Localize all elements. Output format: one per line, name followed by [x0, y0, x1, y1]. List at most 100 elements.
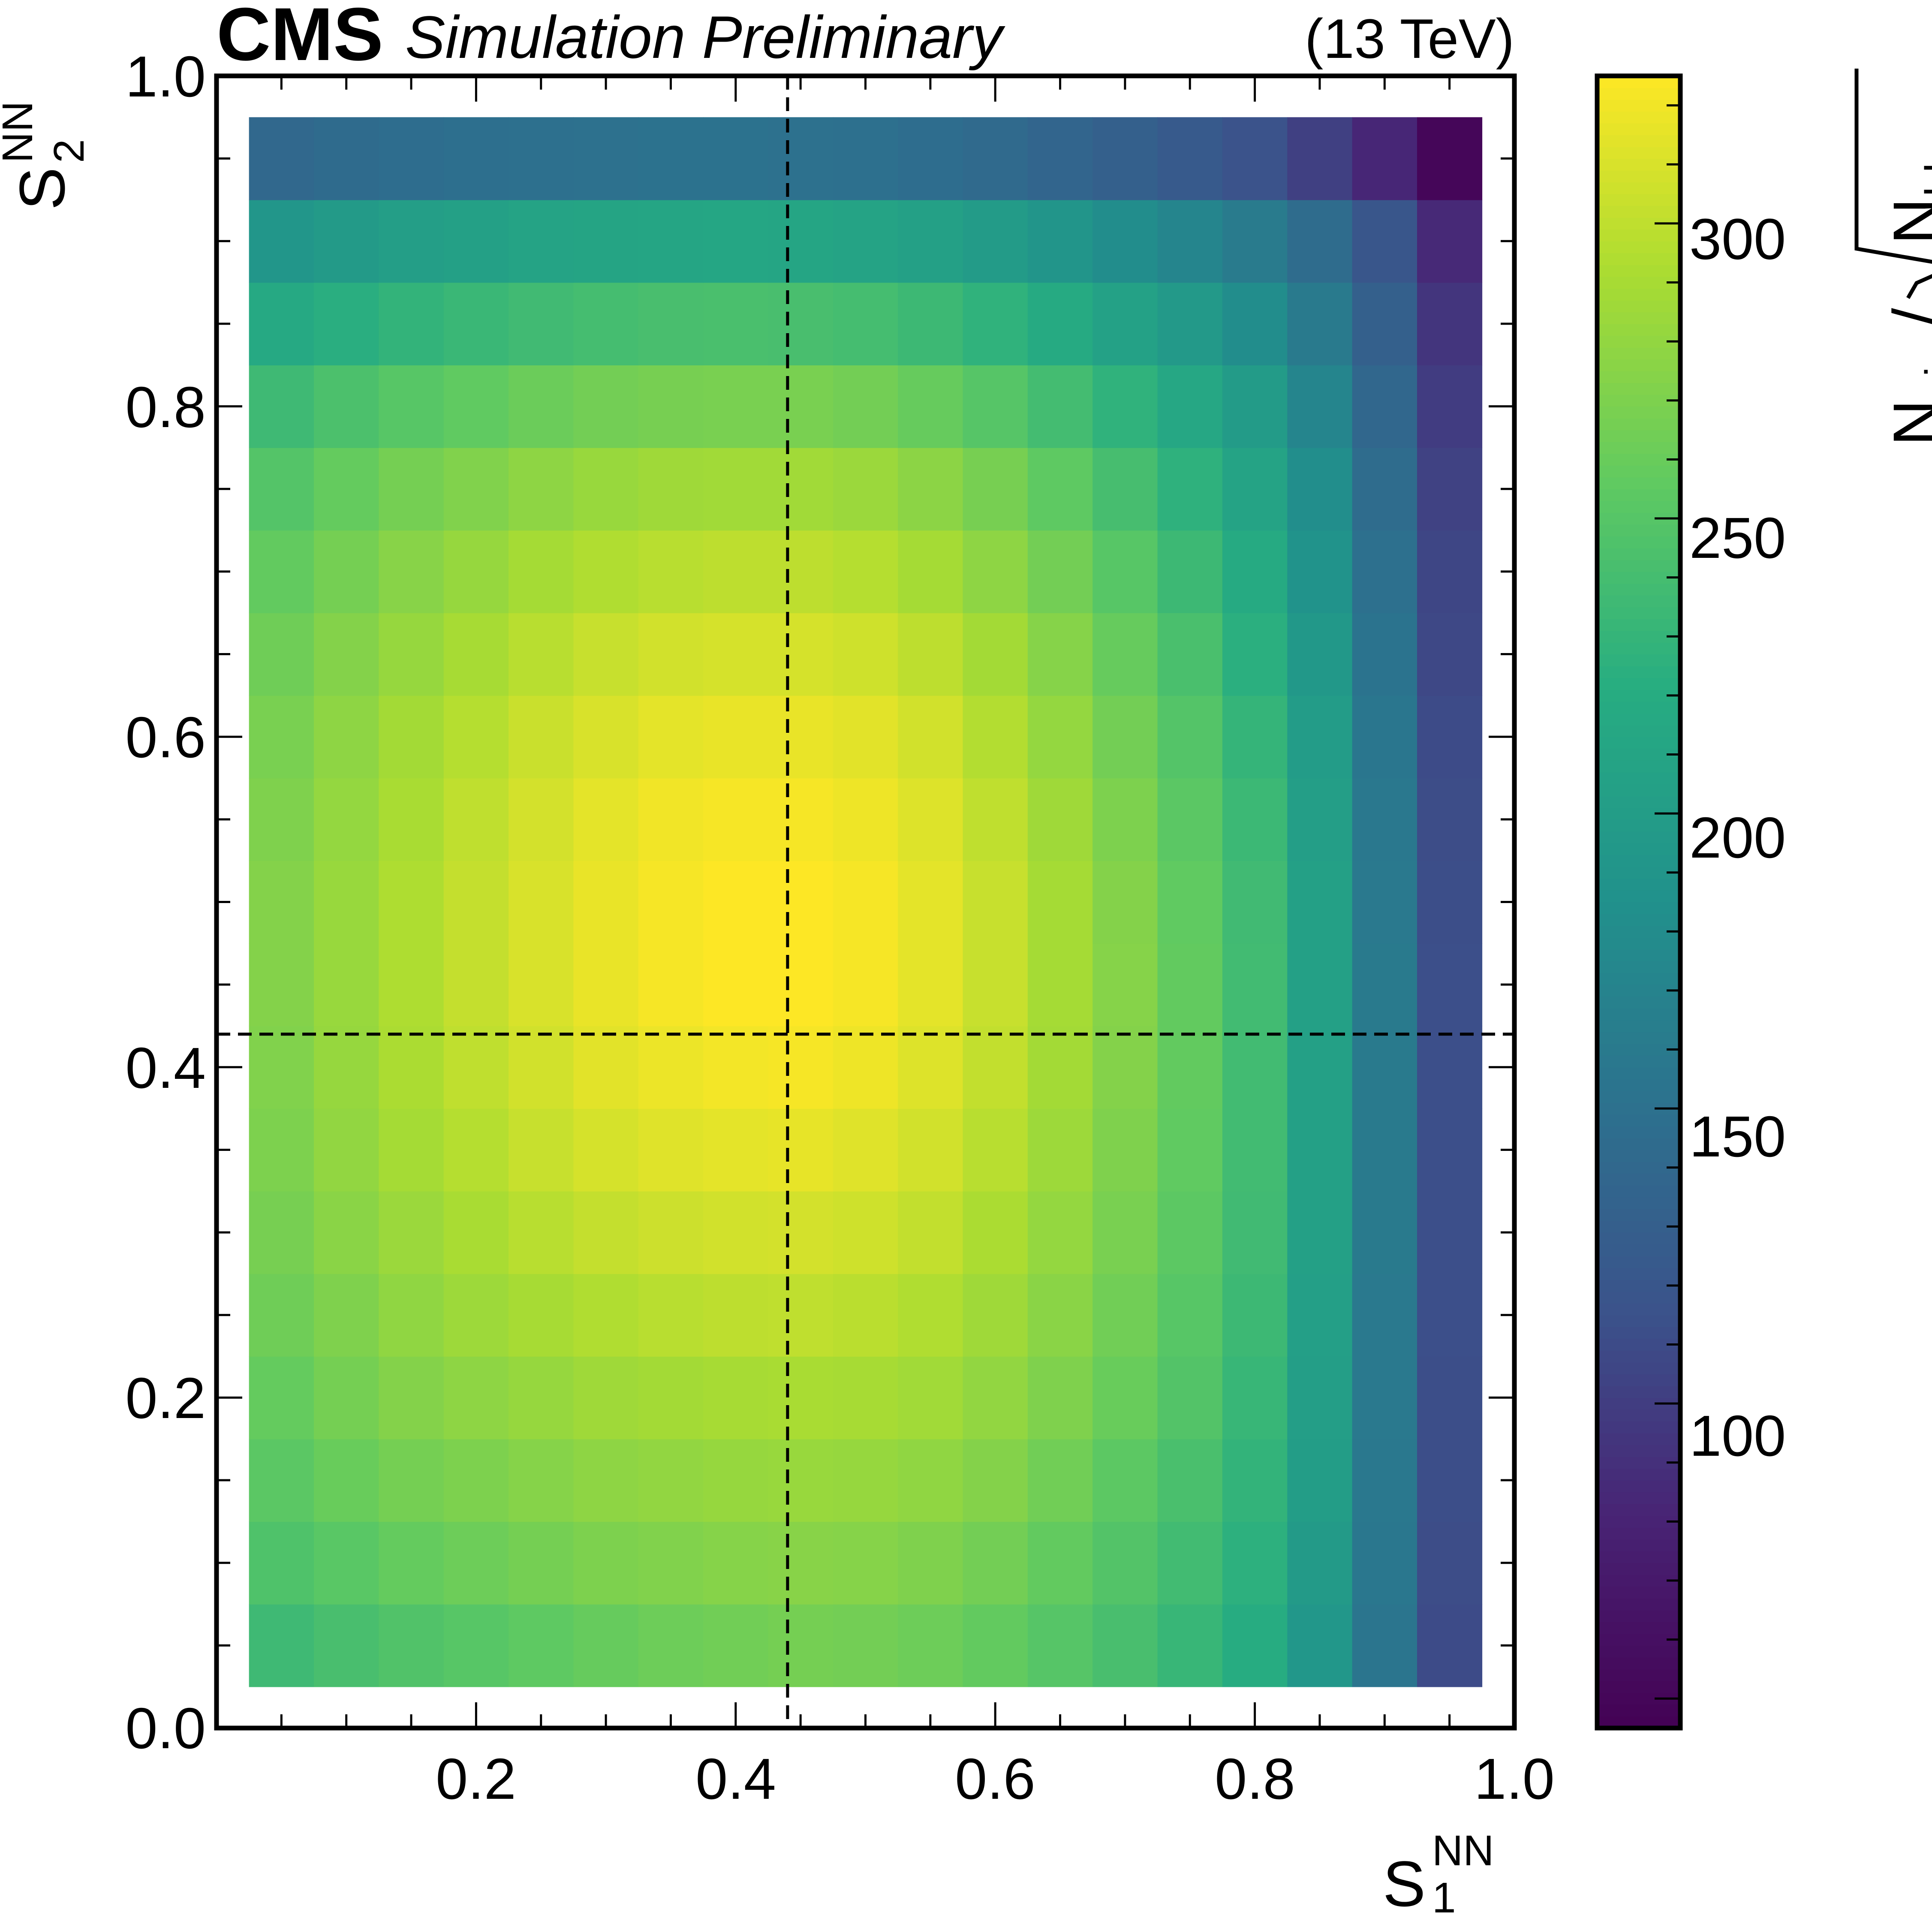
colorbar-segment-7	[1597, 1633, 1680, 1646]
colorbar-tick-label-300: 300	[1689, 207, 1786, 271]
heatmap-cell-7-8	[703, 943, 769, 1027]
colorbar-segment-95	[1597, 595, 1680, 608]
heatmap-cell-8-2	[768, 1439, 834, 1522]
heatmap-cell-7-17	[703, 199, 769, 283]
colorbar-segment-137	[1597, 99, 1680, 112]
heatmap-cell-11-5	[963, 1191, 1028, 1274]
plot-frame	[214, 73, 1517, 1731]
colorbar-segment-83	[1597, 737, 1680, 749]
heatmap-cell-1-14	[314, 447, 379, 531]
colorbar-segment-74	[1597, 843, 1680, 855]
heatmap-cell-4-9	[509, 861, 574, 944]
heatmap-cell-1-7	[314, 1026, 379, 1109]
heatmap-cell-16-4	[1287, 1274, 1353, 1357]
colorbar-segment-39	[1597, 1256, 1680, 1268]
heatmap-cell-16-12	[1287, 613, 1353, 696]
heatmap-cell-10-17	[898, 199, 963, 283]
heatmap-cell-2-5	[379, 1191, 444, 1274]
heatmap-cell-12-15	[1027, 365, 1093, 448]
colorbar-segment-71	[1597, 878, 1680, 891]
heatmap-cell-8-11	[768, 695, 834, 779]
heatmap-cell-16-11	[1287, 695, 1353, 779]
heatmap-cell-4-15	[509, 365, 574, 448]
heatmap-cell-0-11	[249, 695, 314, 779]
colorbar-segment-26	[1597, 1409, 1680, 1422]
heatmap-cell-4-12	[509, 613, 574, 696]
svg-text:S: S	[1383, 1848, 1426, 1918]
heatmap-cell-4-4	[509, 1274, 574, 1357]
heatmap-cell-15-15	[1222, 365, 1288, 448]
colorbar-segment-94	[1597, 607, 1680, 619]
heatmap-cell-9-11	[833, 695, 898, 779]
heatmap-cell-13-10	[1092, 778, 1158, 861]
heatmap-cell-16-0	[1287, 1604, 1353, 1687]
heatmap-cell-2-15	[379, 365, 444, 448]
heatmap-cell-17-6	[1352, 1108, 1417, 1192]
heatmap-cell-5-1	[573, 1521, 639, 1605]
heatmap-cell-13-0	[1092, 1604, 1158, 1687]
heatmap-cell-15-8	[1222, 943, 1288, 1027]
heatmap-cell-8-15	[768, 365, 834, 448]
heatmap-cell-11-12	[963, 613, 1028, 696]
heatmap-cell-8-17	[768, 199, 834, 283]
heatmap-cell-3-4	[443, 1274, 509, 1357]
heatmap-cell-4-16	[509, 282, 574, 366]
heatmap-cell-13-5	[1092, 1191, 1158, 1274]
colorbar-segment-121	[1597, 288, 1680, 301]
heatmap-cell-14-18	[1157, 117, 1223, 200]
colorbar-segment-96	[1597, 583, 1680, 596]
heatmap-cell-9-14	[833, 447, 898, 531]
heatmap-cell-4-6	[509, 1108, 574, 1192]
heatmap-cell-12-11	[1027, 695, 1093, 779]
heatmap-cell-11-13	[963, 530, 1028, 614]
colorbar-segment-53	[1597, 1090, 1680, 1103]
x-tick-label-0.2: 0.2	[436, 1746, 516, 1811]
heatmap-cell-12-14	[1027, 447, 1093, 531]
heatmap-cell-13-15	[1092, 365, 1158, 448]
heatmap-cell-14-11	[1157, 695, 1223, 779]
heatmap-cell-7-11	[703, 695, 769, 779]
heatmap-cell-12-18	[1027, 117, 1093, 200]
colorbar-tick-label-100: 100	[1689, 1403, 1786, 1468]
heatmap-cell-18-17	[1417, 199, 1483, 283]
svg-text:N: N	[1880, 400, 1932, 446]
heatmap-cell-2-1	[379, 1521, 444, 1605]
heatmap-cell-13-6	[1092, 1108, 1158, 1192]
colorbar-segment-134	[1597, 135, 1680, 147]
y-tick-label-0.8: 0.8	[125, 375, 206, 440]
colorbar-segment-89	[1597, 666, 1680, 678]
heatmap-cell-14-3	[1157, 1356, 1223, 1439]
colorbar-segment-99	[1597, 548, 1680, 560]
colorbar-segment-42	[1597, 1220, 1680, 1233]
colorbar-segment-73	[1597, 855, 1680, 867]
heatmap-cell-5-4	[573, 1274, 639, 1357]
heatmap-cell-6-5	[638, 1191, 704, 1274]
colorbar-segment-136	[1597, 111, 1680, 123]
heatmap-cell-14-10	[1157, 778, 1223, 861]
heatmap-cell-3-2	[443, 1439, 509, 1522]
heatmap-cell-17-8	[1352, 943, 1417, 1027]
heatmap-cell-6-8	[638, 943, 704, 1027]
heatmap-cell-7-5	[703, 1191, 769, 1274]
colorbar-segment-4	[1597, 1669, 1680, 1681]
heatmap-cell-9-1	[833, 1521, 898, 1605]
heatmap-cell-0-16	[249, 282, 314, 366]
heatmap-cell-10-9	[898, 861, 963, 944]
colorbar-segment-61	[1597, 996, 1680, 1009]
heatmap-cell-17-18	[1352, 117, 1417, 200]
heatmap-cell-15-12	[1222, 613, 1288, 696]
colorbar-segment-72	[1597, 866, 1680, 879]
heatmap-cell-4-2	[509, 1439, 574, 1522]
heatmap-cell-13-9	[1092, 861, 1158, 944]
heatmap-cell-4-13	[509, 530, 574, 614]
heatmap-cell-6-2	[638, 1439, 704, 1522]
colorbar-segment-46	[1597, 1173, 1680, 1186]
energy-label: (13 TeV)	[1305, 7, 1514, 70]
heatmap-cell-3-9	[443, 861, 509, 944]
heatmap-cell-3-8	[443, 943, 509, 1027]
heatmap-cell-13-1	[1092, 1521, 1158, 1605]
heatmap-cell-0-5	[249, 1191, 314, 1274]
heatmap-cell-4-11	[509, 695, 574, 779]
colorbar-segment-109	[1597, 430, 1680, 442]
heatmap-cell-2-2	[379, 1439, 444, 1522]
